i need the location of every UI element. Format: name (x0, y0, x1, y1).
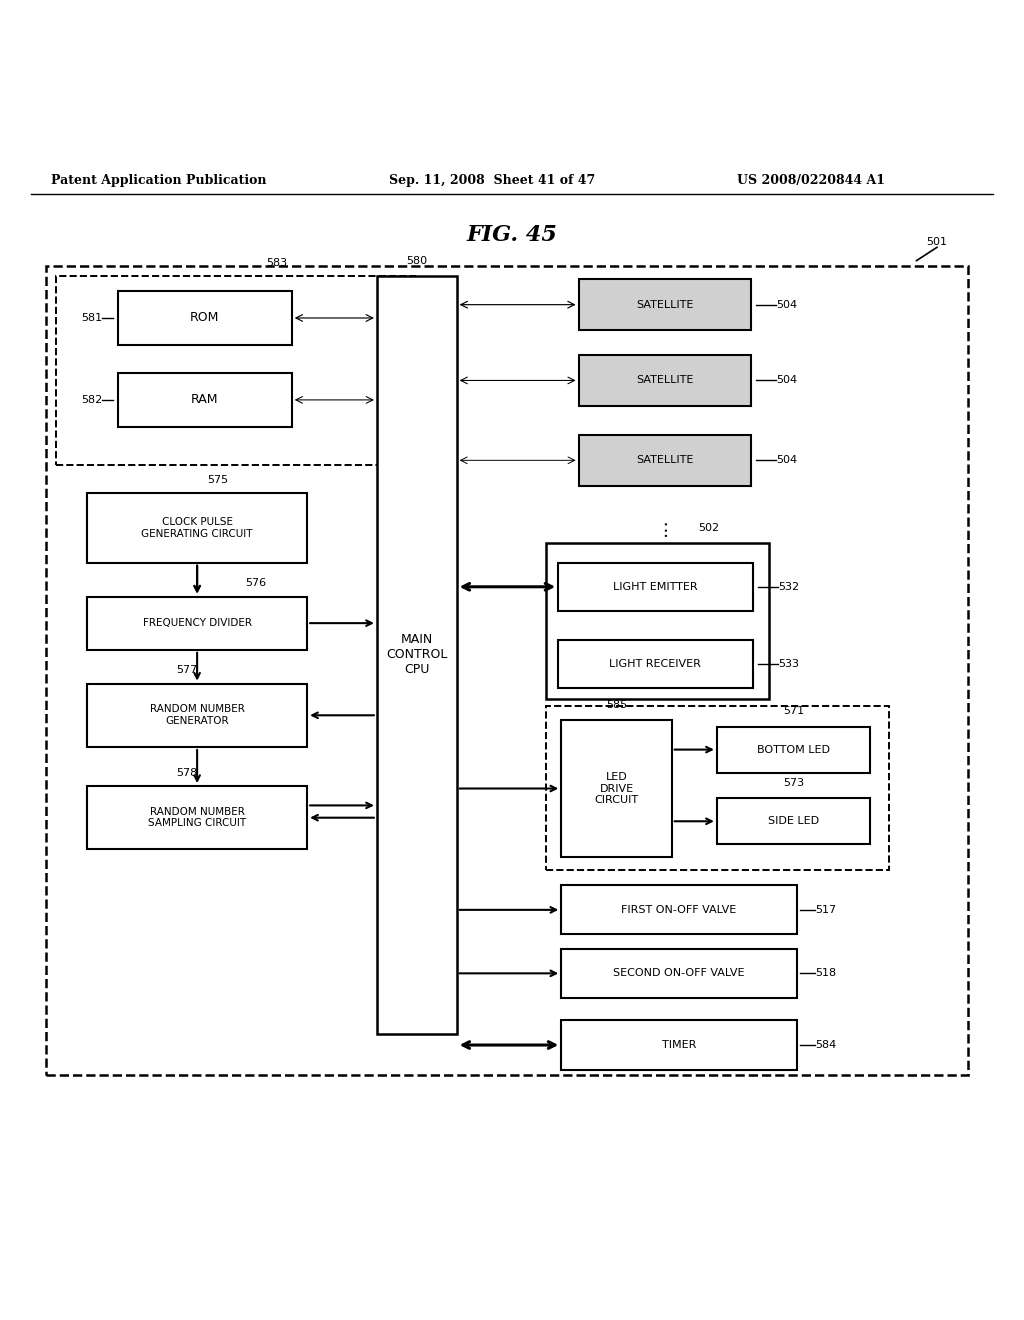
FancyBboxPatch shape (561, 721, 672, 857)
Text: 532: 532 (778, 582, 800, 591)
Text: 504: 504 (776, 455, 798, 466)
Text: 504: 504 (776, 300, 798, 310)
FancyBboxPatch shape (118, 374, 292, 426)
FancyBboxPatch shape (87, 684, 307, 747)
FancyBboxPatch shape (561, 949, 797, 998)
Text: 517: 517 (815, 904, 837, 915)
Text: ROM: ROM (190, 312, 219, 325)
Text: 583: 583 (266, 257, 287, 268)
Text: 501: 501 (927, 238, 947, 247)
FancyBboxPatch shape (87, 494, 307, 562)
Text: CLOCK PULSE
GENERATING CIRCUIT: CLOCK PULSE GENERATING CIRCUIT (141, 517, 253, 539)
Text: 502: 502 (698, 523, 719, 533)
Text: SATELLITE: SATELLITE (636, 300, 693, 310)
Text: RANDOM NUMBER
GENERATOR: RANDOM NUMBER GENERATOR (150, 705, 245, 726)
Text: 573: 573 (783, 777, 804, 788)
FancyBboxPatch shape (579, 355, 751, 407)
Text: 504: 504 (776, 375, 798, 385)
Text: 578: 578 (176, 768, 198, 777)
Text: RANDOM NUMBER
SAMPLING CIRCUIT: RANDOM NUMBER SAMPLING CIRCUIT (148, 807, 246, 829)
Text: ...: ... (651, 517, 670, 536)
Text: LIGHT EMITTER: LIGHT EMITTER (613, 582, 697, 591)
Text: 571: 571 (783, 706, 804, 717)
Text: Sep. 11, 2008  Sheet 41 of 47: Sep. 11, 2008 Sheet 41 of 47 (389, 174, 595, 187)
Text: TIMER: TIMER (662, 1040, 696, 1049)
Text: SIDE LED: SIDE LED (768, 816, 819, 826)
FancyBboxPatch shape (579, 434, 751, 486)
Text: SECOND ON-OFF VALVE: SECOND ON-OFF VALVE (613, 969, 744, 978)
Text: 582: 582 (81, 395, 102, 405)
Text: 518: 518 (815, 969, 837, 978)
FancyBboxPatch shape (717, 799, 870, 845)
FancyBboxPatch shape (561, 1020, 797, 1069)
Text: 585: 585 (606, 700, 627, 710)
Text: 575: 575 (207, 475, 228, 484)
FancyBboxPatch shape (87, 785, 307, 850)
FancyBboxPatch shape (558, 639, 753, 688)
Text: 580: 580 (407, 256, 427, 265)
FancyBboxPatch shape (558, 562, 753, 611)
Text: Patent Application Publication: Patent Application Publication (51, 174, 266, 187)
Text: SATELLITE: SATELLITE (636, 455, 693, 466)
Text: 533: 533 (778, 659, 800, 669)
Text: RAM: RAM (191, 393, 218, 407)
Text: 581: 581 (81, 313, 102, 323)
Text: BOTTOM LED: BOTTOM LED (757, 744, 830, 755)
Text: FIRST ON-OFF VALVE: FIRST ON-OFF VALVE (622, 904, 736, 915)
FancyBboxPatch shape (118, 292, 292, 345)
FancyBboxPatch shape (579, 279, 751, 330)
Text: 577: 577 (176, 665, 198, 676)
FancyBboxPatch shape (546, 544, 769, 698)
Text: SATELLITE: SATELLITE (636, 375, 693, 385)
Text: FREQUENCY DIVIDER: FREQUENCY DIVIDER (142, 618, 252, 628)
Text: LIGHT RECEIVER: LIGHT RECEIVER (609, 659, 701, 669)
Text: US 2008/0220844 A1: US 2008/0220844 A1 (737, 174, 886, 187)
FancyBboxPatch shape (561, 886, 797, 935)
Text: 584: 584 (815, 1040, 837, 1049)
FancyBboxPatch shape (87, 597, 307, 649)
FancyBboxPatch shape (717, 726, 870, 772)
Text: FIG. 45: FIG. 45 (467, 224, 557, 246)
Text: MAIN
CONTROL
CPU: MAIN CONTROL CPU (386, 634, 447, 676)
Text: LED
DRIVE
CIRCUIT: LED DRIVE CIRCUIT (594, 772, 639, 805)
FancyBboxPatch shape (377, 276, 457, 1034)
Text: 576: 576 (246, 578, 266, 589)
